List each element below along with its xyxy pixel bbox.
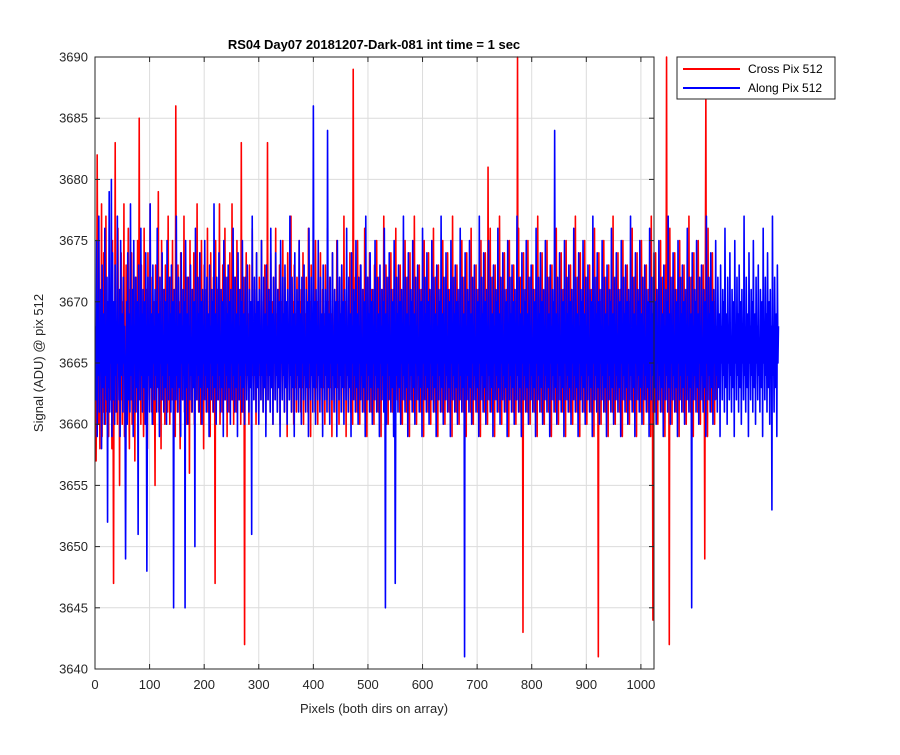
series-line-along-pix-512 (94, 105, 780, 658)
x-tick-label: 100 (139, 677, 161, 692)
axes (94, 56, 655, 670)
x-axis-label: Pixels (both dirs on array) (300, 701, 448, 716)
y-tick-label: 3655 (59, 478, 88, 493)
legend-label-cross: Cross Pix 512 (748, 62, 823, 76)
y-tick-label: 3665 (59, 356, 88, 371)
x-tick-label: 500 (357, 677, 379, 692)
y-tick-label: 3680 (59, 172, 88, 187)
y-tick-label: 3650 (59, 539, 88, 554)
x-tick-label: 800 (521, 677, 543, 692)
x-tick-label: 1000 (626, 677, 655, 692)
y-tick-label: 3660 (59, 417, 88, 432)
x-tick-label: 0 (91, 677, 98, 692)
y-tick-label: 3645 (59, 600, 88, 615)
x-tick-label: 700 (466, 677, 488, 692)
legend-label-along: Along Pix 512 (748, 81, 822, 95)
series-group (94, 56, 780, 658)
x-tick-label: 600 (412, 677, 434, 692)
x-tick-label: 900 (575, 677, 597, 692)
legend-box (676, 56, 836, 100)
x-tick-label: 200 (193, 677, 215, 692)
y-tick-label: 3690 (59, 50, 88, 65)
y-axis-label: Signal (ADU) @ pix 512 (31, 294, 46, 432)
chart-title: RS04 Day07 20181207-Dark-081 int time = … (228, 37, 520, 52)
tick-labels: 0 100 200 300 400 500 600 700 800 900 1000 3640 3645… (59, 50, 655, 693)
y-tick-label: 3670 (59, 294, 88, 309)
x-tick-label: 300 (248, 677, 270, 692)
legend: Cross Pix 512 Along Pix 512 (676, 56, 836, 100)
y-tick-label: 3640 (59, 662, 88, 677)
y-tick-label: 3685 (59, 111, 88, 126)
x-tick-label: 400 (303, 677, 325, 692)
y-tick-label: 3675 (59, 233, 88, 248)
